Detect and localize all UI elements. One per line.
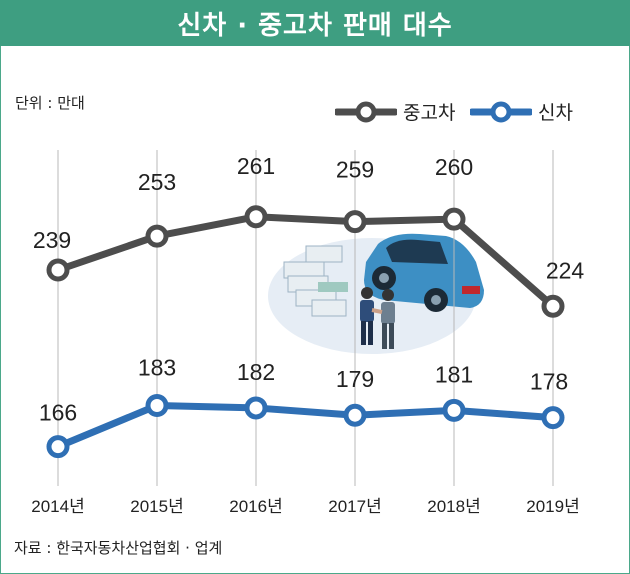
data-label: 224 <box>546 257 585 283</box>
data-point <box>46 258 70 282</box>
data-point <box>541 406 565 430</box>
x-tick-labels: 2014년 2015년 2016년 2017년 2018년 2019년 <box>31 497 579 516</box>
data-label: 239 <box>33 227 71 253</box>
data-label: 166 <box>39 400 77 426</box>
legend-item-used: 중고차 <box>335 98 455 125</box>
data-point <box>442 398 466 422</box>
legend-new-label: 신차 <box>538 102 573 124</box>
legend-new-swatch <box>470 101 532 122</box>
unit-label: 단위 : 만대 <box>15 94 85 112</box>
data-label: 178 <box>530 369 568 395</box>
legend-used-swatch <box>335 101 397 122</box>
series-layer: 239 253 261 259 260 224 166 183 182 179 181 178 <box>33 153 585 459</box>
data-point <box>343 403 367 427</box>
x-tick-label: 2018년 <box>427 497 480 516</box>
data-label: 260 <box>435 154 473 180</box>
data-label: 179 <box>336 366 374 392</box>
x-tick-label: 2014년 <box>31 497 84 516</box>
legend-item-new: 신차 <box>470 98 573 125</box>
series-line-0 <box>54 213 557 310</box>
data-label: 261 <box>237 153 275 179</box>
series-line-1 <box>54 402 557 451</box>
data-point <box>244 396 268 420</box>
data-label: 182 <box>237 359 275 385</box>
x-tick-label: 2019년 <box>526 497 579 516</box>
data-point <box>343 210 367 234</box>
data-point <box>46 435 70 459</box>
page-title: 신차 · 중고차 판매 대수 <box>177 10 453 41</box>
data-point <box>145 394 169 418</box>
money-stack-icon <box>283 245 348 317</box>
handshake-people-icon <box>360 287 395 349</box>
x-tick-label: 2016년 <box>229 497 282 516</box>
data-label: 183 <box>138 355 176 381</box>
car-deal-illustration <box>268 233 484 354</box>
data-label: 181 <box>435 361 473 387</box>
data-label: 253 <box>138 169 176 195</box>
x-tick-label: 2017년 <box>328 497 381 516</box>
x-tick-label: 2015년 <box>130 497 183 516</box>
data-point <box>541 294 565 318</box>
data-point <box>145 224 169 248</box>
data-point <box>244 205 268 229</box>
data-point <box>442 207 466 231</box>
legend-used-label: 중고차 <box>403 102 456 124</box>
source-label: 자료 : 한국자동차산업협회 · 업계 <box>14 539 223 557</box>
title-bar: 신차 · 중고차 판매 대수 <box>0 0 630 46</box>
data-label: 259 <box>336 157 374 183</box>
x-gridlines <box>57 150 554 486</box>
